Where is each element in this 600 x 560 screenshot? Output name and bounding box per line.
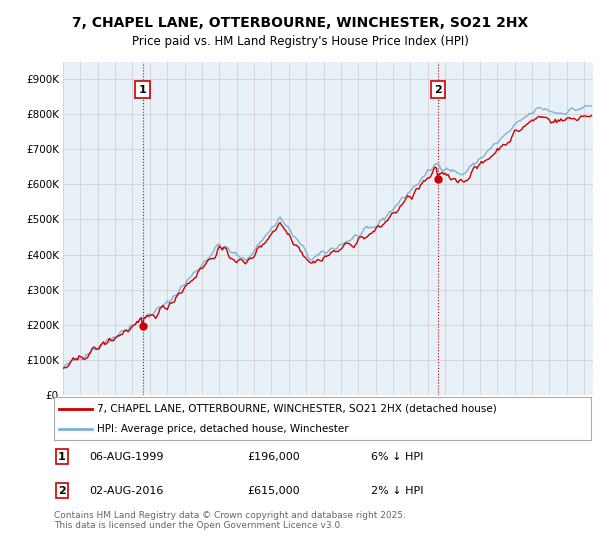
Text: 06-AUG-1999: 06-AUG-1999 [89,451,163,461]
Text: 7, CHAPEL LANE, OTTERBOURNE, WINCHESTER, SO21 2HX (detached house): 7, CHAPEL LANE, OTTERBOURNE, WINCHESTER,… [97,404,497,414]
Text: £615,000: £615,000 [247,486,300,496]
Text: Contains HM Land Registry data © Crown copyright and database right 2025.
This d: Contains HM Land Registry data © Crown c… [54,511,406,530]
Text: 6% ↓ HPI: 6% ↓ HPI [371,451,423,461]
Text: HPI: Average price, detached house, Winchester: HPI: Average price, detached house, Winc… [97,424,349,434]
Text: £196,000: £196,000 [247,451,300,461]
Text: 7, CHAPEL LANE, OTTERBOURNE, WINCHESTER, SO21 2HX: 7, CHAPEL LANE, OTTERBOURNE, WINCHESTER,… [72,16,528,30]
Text: 2: 2 [434,85,442,95]
Text: 1: 1 [139,85,146,95]
Text: 2: 2 [58,486,66,496]
Text: Price paid vs. HM Land Registry's House Price Index (HPI): Price paid vs. HM Land Registry's House … [131,35,469,48]
Text: 1: 1 [58,451,66,461]
Text: 2% ↓ HPI: 2% ↓ HPI [371,486,424,496]
Text: 02-AUG-2016: 02-AUG-2016 [89,486,163,496]
